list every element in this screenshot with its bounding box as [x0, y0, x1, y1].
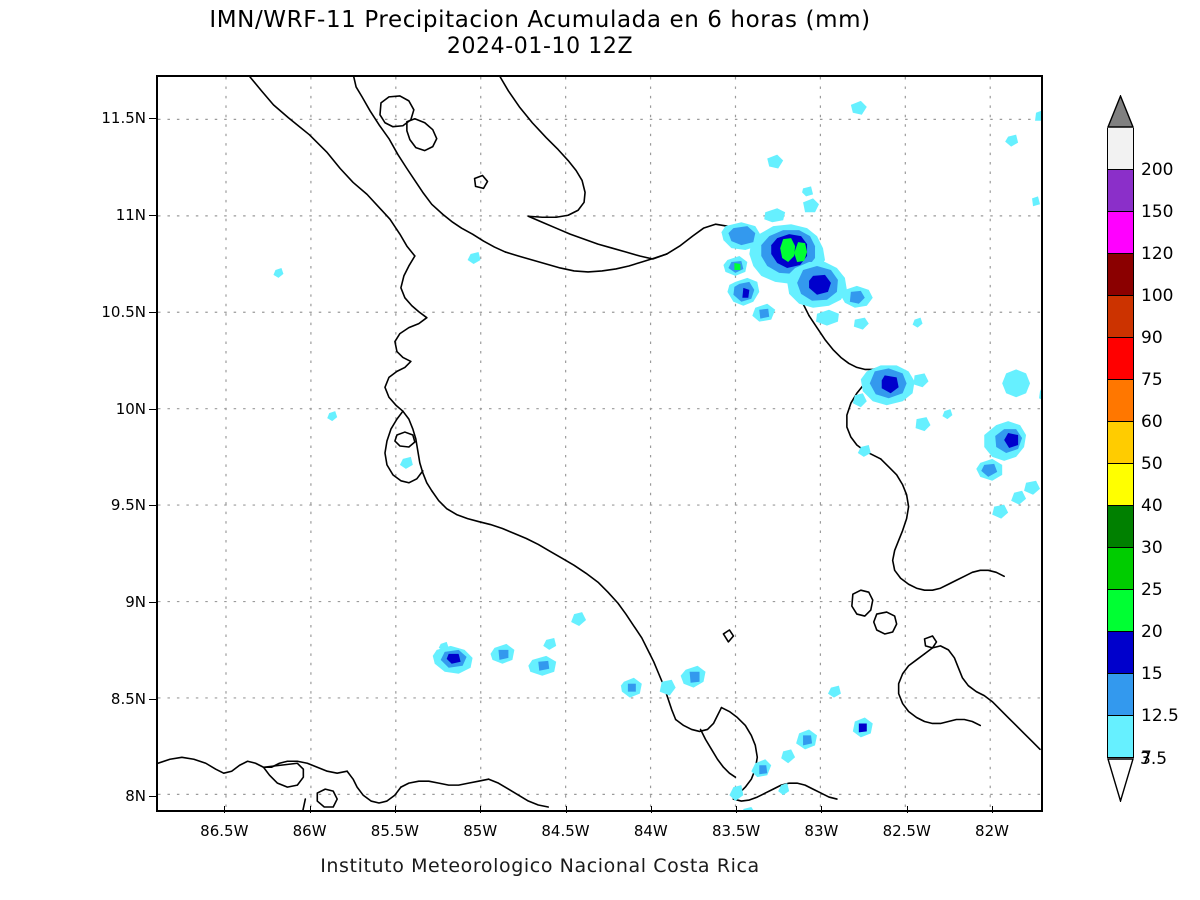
- xtick-mark: [992, 806, 993, 813]
- colorbar-label-30: 30: [1141, 538, 1163, 558]
- map-plot-area: [156, 75, 1043, 812]
- ytick-label-8.5N: 8.5N: [110, 690, 146, 709]
- footer-attribution: Instituto Meteorologico Nacional Costa R…: [320, 855, 760, 877]
- ytick-mark: [149, 311, 156, 313]
- colorbar-label-75: 75: [1141, 370, 1163, 390]
- ytick-label-11.5N: 11.5N: [101, 108, 146, 127]
- xtick-label-82W: 82W: [975, 822, 1009, 840]
- colorbar-label-20: 20: [1141, 622, 1163, 642]
- colorbar-band-12.5: 12.5: [1107, 674, 1179, 726]
- precip-cluster-main: [721, 198, 825, 284]
- xtick-label-84W: 84W: [633, 822, 668, 840]
- colorbar-label-7: 7: [1141, 748, 1152, 768]
- precip-cluster-second: [787, 261, 873, 330]
- colorbar-band-60: 60: [1107, 380, 1163, 432]
- colorbar-label-12.5: 12.5: [1141, 706, 1179, 726]
- xtick-label-85.5W: 85.5W: [370, 822, 420, 840]
- colorbar-band-30: 30: [1107, 506, 1163, 558]
- ytick-mark: [149, 408, 156, 410]
- colorbar-label-60: 60: [1141, 412, 1163, 432]
- xtick-mark: [650, 806, 652, 813]
- xtick-mark: [821, 806, 823, 813]
- colorbar-band-100: 100: [1107, 254, 1173, 306]
- gridlines: [158, 77, 1041, 810]
- xtick-label-86.5W: 86.5W: [200, 822, 249, 840]
- ytick-mark: [149, 602, 156, 604]
- xtick-mark: [309, 806, 311, 813]
- colorbar-top-arrow: [1107, 95, 1134, 128]
- colorbar-band-120: 120: [1107, 212, 1173, 264]
- coastlines: [158, 77, 1041, 810]
- ytick-label-9.5N: 9.5N: [110, 496, 146, 515]
- colorbar-label-50: 50: [1141, 454, 1163, 474]
- xtick-label-86W: 86W: [292, 822, 327, 840]
- map-svg: [158, 77, 1041, 810]
- xtick-mark: [394, 806, 396, 813]
- xtick-mark: [736, 806, 738, 813]
- colorbar-bands: 200 150 120 100 90 75 60 50: [1107, 128, 1179, 769]
- colorbar-band-40: 40: [1107, 464, 1163, 516]
- colorbar-band-25: 25: [1107, 548, 1163, 600]
- colorbar-band-7: 7: [1107, 716, 1152, 768]
- ytick-label-11N: 11N: [115, 205, 146, 224]
- colorbar-bottom-arrow: [1107, 758, 1134, 802]
- ytick-mark: [149, 117, 156, 119]
- colorbar-band-50: 50: [1107, 422, 1163, 474]
- xtick-label-83.5W: 83.5W: [711, 822, 761, 840]
- precip-cluster-mid: [852, 365, 931, 457]
- colorbar-label-200: 200: [1141, 160, 1174, 180]
- colorbar-band-150: 150: [1107, 170, 1173, 222]
- colorbar-label-100: 100: [1141, 286, 1174, 306]
- precip-pacific-cells: [273, 252, 642, 698]
- colorbar-label-150: 150: [1141, 202, 1174, 222]
- ytick-mark: [149, 699, 156, 701]
- colorbar-band-20: 20: [1107, 590, 1163, 642]
- colorbar-label-3.5: 3.5: [1140, 749, 1168, 769]
- precip-south-cells: [438, 641, 873, 810]
- colorbar-label-15: 15: [1141, 664, 1163, 684]
- colorbar-label-90: 90: [1141, 328, 1163, 348]
- precipitation-field: [273, 100, 1041, 810]
- xtick-mark: [906, 806, 908, 813]
- colorbar-band-90: 90: [1107, 296, 1163, 348]
- ytick-mark: [149, 796, 156, 798]
- colorbar-band-15: 15: [1107, 632, 1163, 684]
- colorbar-label-40: 40: [1141, 496, 1163, 516]
- ytick-label-8N: 8N: [125, 787, 146, 806]
- chart-title-line2: 2024-01-10 12Z: [446, 34, 634, 60]
- xtick-mark: [565, 806, 567, 813]
- xtick-label-82.5W: 82.5W: [882, 822, 931, 840]
- precip-scattered-upper: [767, 100, 1019, 420]
- colorbar-band-75: 75: [1107, 338, 1163, 390]
- precip-cluster-coastal-ne: [723, 256, 776, 322]
- xtick-label-84.5W: 84.5W: [541, 822, 590, 840]
- xtick-mark: [480, 806, 482, 813]
- ytick-mark: [149, 214, 156, 216]
- ytick-label-9N: 9N: [125, 593, 146, 612]
- precip-cluster-east: [976, 369, 1041, 519]
- precip-scattered-east: [1032, 110, 1041, 400]
- chart-title-line1: IMN/WRF-11 Precipitacion Acumulada en 6 …: [209, 7, 871, 33]
- ytick-label-10.5N: 10.5N: [101, 302, 146, 321]
- xtick-label-83W: 83W: [804, 822, 839, 840]
- chart-title-block: IMN/WRF-11 Precipitacion Acumulada en 6 …: [0, 6, 1080, 61]
- xtick-mark: [224, 806, 226, 813]
- colorbar-label-120: 120: [1141, 244, 1174, 264]
- colorbar-label-25: 25: [1141, 580, 1163, 600]
- ytick-label-10N: 10N: [115, 399, 146, 418]
- colorbar-band-200: 200: [1107, 128, 1173, 180]
- xtick-label-85W: 85W: [463, 822, 498, 840]
- ytick-mark: [149, 505, 156, 507]
